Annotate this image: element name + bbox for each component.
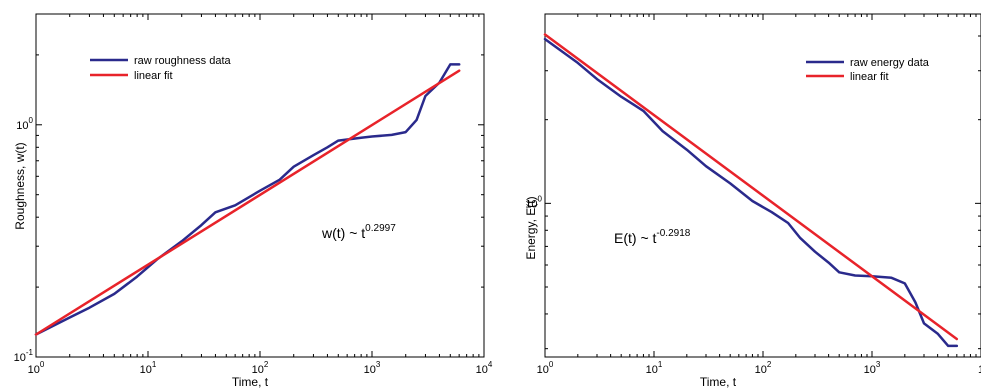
y-tick-label: 100	[16, 116, 33, 132]
legend-label-fit: linear fit	[850, 71, 889, 83]
energy-chart: 100 101 102 103 1 100 Time, t Energy, E(t) ra…	[524, 13, 981, 389]
legend-label-raw: raw energy data	[850, 57, 930, 69]
x-tick-label: 101	[646, 360, 663, 376]
y-axis-label: Energy, E(t)	[524, 196, 538, 259]
tick-labels: 100 101 102 103 1 100	[525, 194, 981, 376]
x-tick-label: 100	[28, 360, 45, 376]
annotation-prefix: w(t) ~ t	[321, 225, 365, 241]
tick-marks	[544, 14, 981, 357]
plot-area-frame	[35, 13, 485, 358]
annotation-power-law: E(t) ~ t-0.2918	[614, 228, 691, 246]
linear-fit-line	[34, 69, 461, 336]
x-tick-label: 102	[252, 360, 269, 376]
annotation-exponent: -0.2918	[656, 228, 690, 239]
x-tick-label: 102	[755, 360, 772, 376]
raw-data-line	[34, 63, 461, 336]
y-axis-label: Roughness, w(t)	[13, 142, 27, 229]
x-tick-label: 103	[364, 360, 381, 376]
annotation-prefix: E(t) ~ t	[614, 230, 657, 246]
x-tick-label: 101	[140, 360, 157, 376]
annotation-power-law: w(t) ~ t0.2997	[321, 223, 396, 241]
x-axis-label: Time, t	[700, 375, 737, 389]
tick-marks	[35, 13, 484, 358]
legend: raw roughness data linear fit	[90, 55, 231, 82]
y-tick-label: 10-1	[14, 348, 34, 364]
x-tick-label: 103	[864, 360, 881, 376]
legend: raw energy data linear fit	[806, 57, 930, 83]
x-axis-label: Time, t	[232, 375, 269, 389]
annotation-exponent: 0.2997	[365, 223, 396, 234]
x-tick-label: 104	[476, 360, 493, 376]
x-tick-label: 1	[978, 364, 981, 376]
legend-label-raw: raw roughness data	[134, 55, 231, 67]
linear-fit-line	[543, 33, 959, 341]
series-lines	[543, 33, 959, 348]
legend-label-fit: linear fit	[134, 70, 173, 82]
series-lines	[34, 63, 461, 336]
raw-data-line	[543, 37, 959, 348]
y-tick-label: 100	[525, 194, 542, 210]
x-tick-label: 100	[537, 360, 554, 376]
